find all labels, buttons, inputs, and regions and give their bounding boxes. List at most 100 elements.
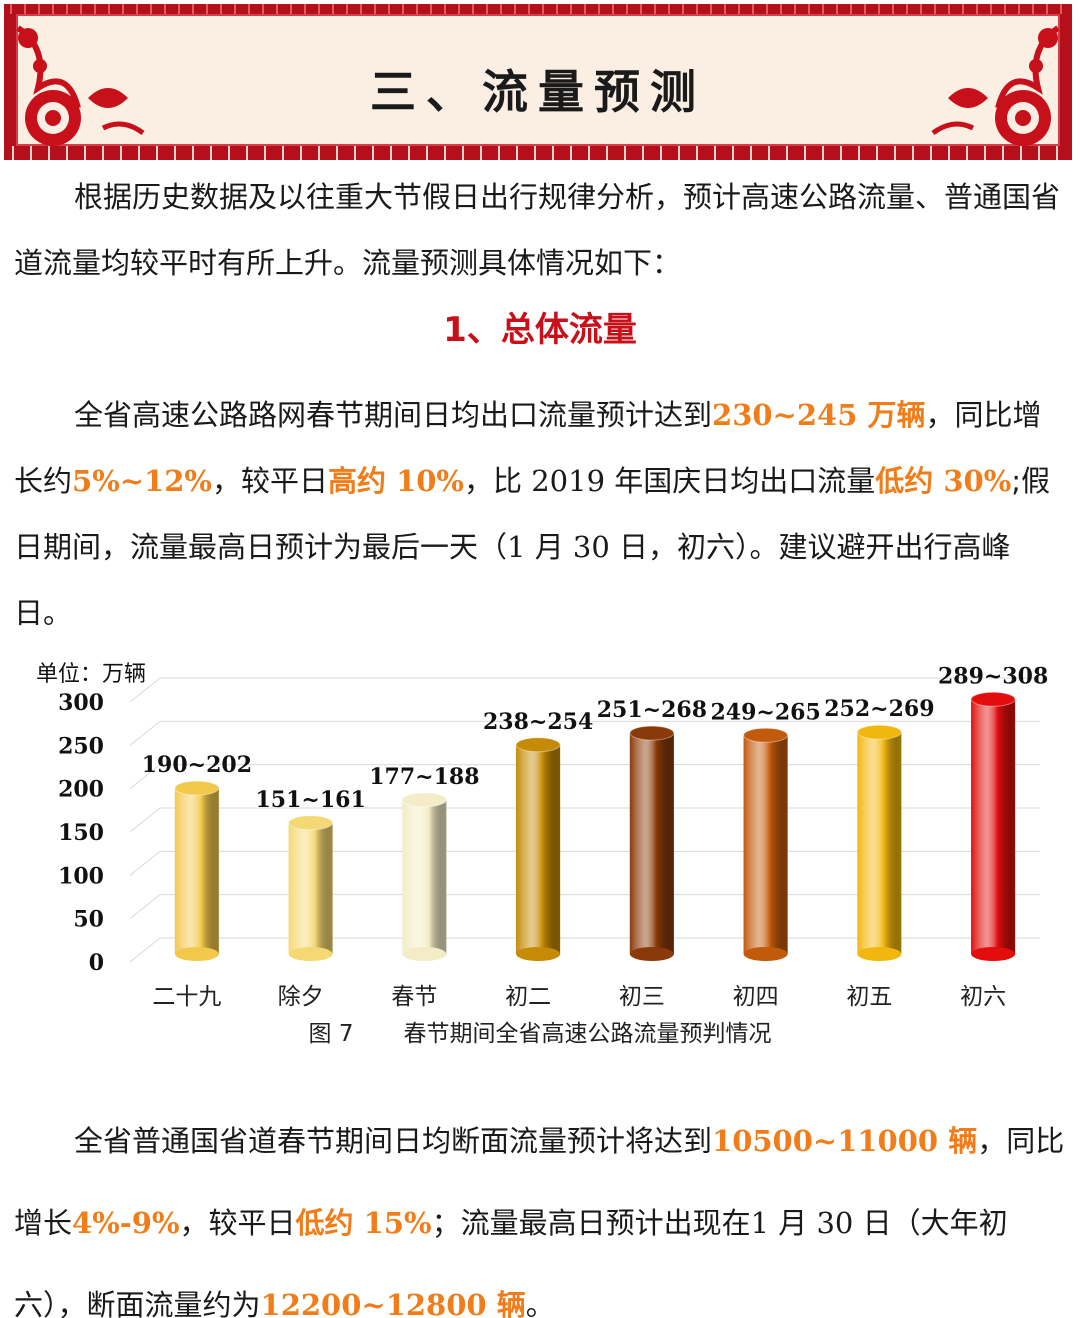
bar-shading-2 — [402, 799, 447, 954]
papercut-ornament-right-icon — [931, 25, 1060, 146]
para1-text-1: 全省高速公路路网春节期间日均出口流量预计达到 — [74, 398, 713, 432]
y-tick-label: 50 — [73, 907, 104, 933]
chart-unit-label: 单位：万辆 — [36, 662, 147, 687]
gridline-depth — [129, 894, 161, 920]
bar-cap-3 — [515, 737, 561, 753]
x-tick-label-5: 初四 — [733, 984, 779, 1010]
bar-base-4 — [629, 947, 674, 961]
bar-base-2 — [402, 947, 447, 961]
national-road-paragraph: 全省普通国省道春节期间日均断面流量预计将达到10500~11000 辆，同比增长… — [14, 1100, 1066, 1318]
y-tick-label: 0 — [89, 950, 104, 976]
section-title: 1、总体流量 — [443, 310, 637, 350]
para1-highlight-growth: 5%~12% — [72, 464, 212, 498]
x-tick-label-0: 二十九 — [152, 984, 221, 1010]
x-tick-label-6: 初五 — [846, 984, 892, 1010]
bar-shading-7 — [971, 699, 1016, 954]
bar-cap-7 — [970, 691, 1016, 707]
para2-text-2: ，同比增长 — [14, 1124, 1065, 1240]
para2-highlight-lower: 低约 15% — [295, 1206, 432, 1240]
para1-text-2: ，同比增长约 — [14, 398, 1042, 498]
x-tick-label-2: 春节 — [391, 984, 437, 1010]
bar-cap-6 — [856, 724, 902, 740]
para2-text-5: 。 — [525, 1288, 555, 1318]
chart-caption: 图 7 春节期间全省高速公路流量预判情况 — [0, 1014, 1080, 1048]
x-tick-label-4: 初三 — [619, 984, 665, 1010]
gridline-depth — [129, 677, 161, 703]
bar-cap-4 — [629, 725, 675, 741]
bar-base-5 — [743, 947, 788, 961]
bar-cap-1 — [288, 815, 334, 831]
bar-base-0 — [174, 947, 219, 961]
para2-highlight-growth: 4%-9% — [72, 1206, 180, 1240]
y-tick-label: 300 — [58, 690, 104, 716]
chart-caption-text: 春节期间全省高速公路流量预判情况 — [403, 1021, 772, 1047]
bar-cap-5 — [743, 727, 789, 743]
banner-top-border — [4, 4, 1072, 14]
banner-title: 三、流量预测 — [370, 65, 706, 119]
para2-month: 月 — [778, 1206, 808, 1240]
para2-text-1: 全省普通国省道春节期间日均断面流量预计将达到 — [74, 1124, 713, 1158]
para1-month-num: 1 — [507, 530, 526, 564]
bar-base-3 — [516, 947, 561, 961]
data-label-3: 238~254 — [483, 709, 593, 735]
bar-shading-3 — [516, 744, 561, 954]
x-tick-label-1: 除夕 — [278, 984, 324, 1010]
bar-shading-6 — [857, 732, 902, 954]
x-tick-label-7: 初六 — [960, 984, 1006, 1010]
data-label-5: 249~265 — [710, 699, 820, 725]
bar-cap-0 — [174, 780, 220, 796]
para2-text-3: ，较平日 — [179, 1206, 296, 1240]
para1-day-num: 30 — [572, 530, 610, 564]
para2-month-num: 1 — [750, 1206, 770, 1240]
papercut-ornament-left-icon — [16, 25, 145, 146]
x-tick-label-3: 初二 — [505, 984, 551, 1010]
bar-shading-0 — [174, 788, 219, 954]
bar-shading-4 — [629, 733, 674, 954]
bar-cap-2 — [401, 792, 447, 808]
para1-year: 2019 — [531, 464, 606, 498]
para1-highlight-volume: 230~245 万辆 — [712, 398, 926, 432]
bar-base-6 — [857, 947, 902, 961]
data-label-0: 190~202 — [142, 752, 252, 778]
para1-text-4: ，比 — [464, 464, 523, 498]
para2-highlight-peak: 12200~12800 辆 — [260, 1288, 526, 1318]
data-label-7: 289~308 — [938, 663, 1048, 689]
y-tick-label: 200 — [58, 777, 104, 803]
data-label-1: 151~161 — [255, 787, 365, 813]
para2-text-4: ；流量最高日预计出现在 — [431, 1206, 751, 1240]
para2-highlight-volume: 10500~11000 辆 — [712, 1124, 978, 1158]
traffic-forecast-chart: 0 50 100 150 200 250 300 190~202 二十九 151~161 除夕 177… — [0, 646, 1080, 1056]
bar-shading-1 — [288, 822, 333, 954]
title-banner: 三、流量预测 — [4, 4, 1072, 160]
gridline-depth — [129, 807, 161, 833]
data-label-2: 177~188 — [369, 764, 479, 790]
para2-day-num: 30 — [816, 1206, 854, 1240]
y-tick-label: 250 — [58, 733, 104, 759]
data-label-6: 252~269 — [824, 696, 934, 722]
para1-highlight-higher: 高约 10% — [327, 464, 464, 498]
banner-panel — [16, 14, 1060, 146]
gridline-depth — [129, 937, 161, 963]
data-label-4: 251~268 — [597, 697, 707, 723]
banner-bottom-border — [4, 146, 1072, 160]
gridline-depth — [129, 720, 161, 746]
para1-highlight-lower: 低约 30% — [875, 464, 1012, 498]
para1-text-4c: 年国庆日均出口流量 — [614, 464, 876, 498]
expressway-paragraph: 全省高速公路路网春节期间日均出口流量预计达到230~245 万辆，同比增长约5%… — [14, 382, 1066, 646]
para1-text-5: ;假日期间，流量最高日预计为最后一天（ — [14, 464, 1051, 564]
para1-text-5e: 日，初六）。建议避开出行高峰日。 — [14, 530, 1011, 630]
para1-month: 月 — [534, 530, 564, 564]
y-tick-label: 100 — [58, 863, 104, 889]
bar-shading-5 — [743, 735, 788, 954]
intro-paragraph: 根据历史数据及以往重大节假日出行规律分析，预计高速公路流量、普通国省道流量均较平… — [14, 164, 1066, 296]
y-tick-label: 150 — [58, 820, 104, 846]
bar-chart-svg: 0 50 100 150 200 250 300 190~202 二十九 151~161 除夕 177… — [58, 663, 1048, 1010]
para2-text-4e: 日（大年初六），断面流量约为 — [14, 1206, 1008, 1318]
bar-base-7 — [971, 947, 1016, 961]
bar-base-1 — [288, 947, 333, 961]
gridline-depth — [129, 764, 161, 790]
para1-text-3: ，较平日 — [211, 464, 328, 498]
intro-text: 根据历史数据及以往重大节假日出行规律分析，预计高速公路流量、普通国省道流量均较平… — [14, 180, 1061, 280]
gridline-depth — [129, 850, 161, 876]
chart-caption-number: 图 7 — [308, 1021, 354, 1047]
